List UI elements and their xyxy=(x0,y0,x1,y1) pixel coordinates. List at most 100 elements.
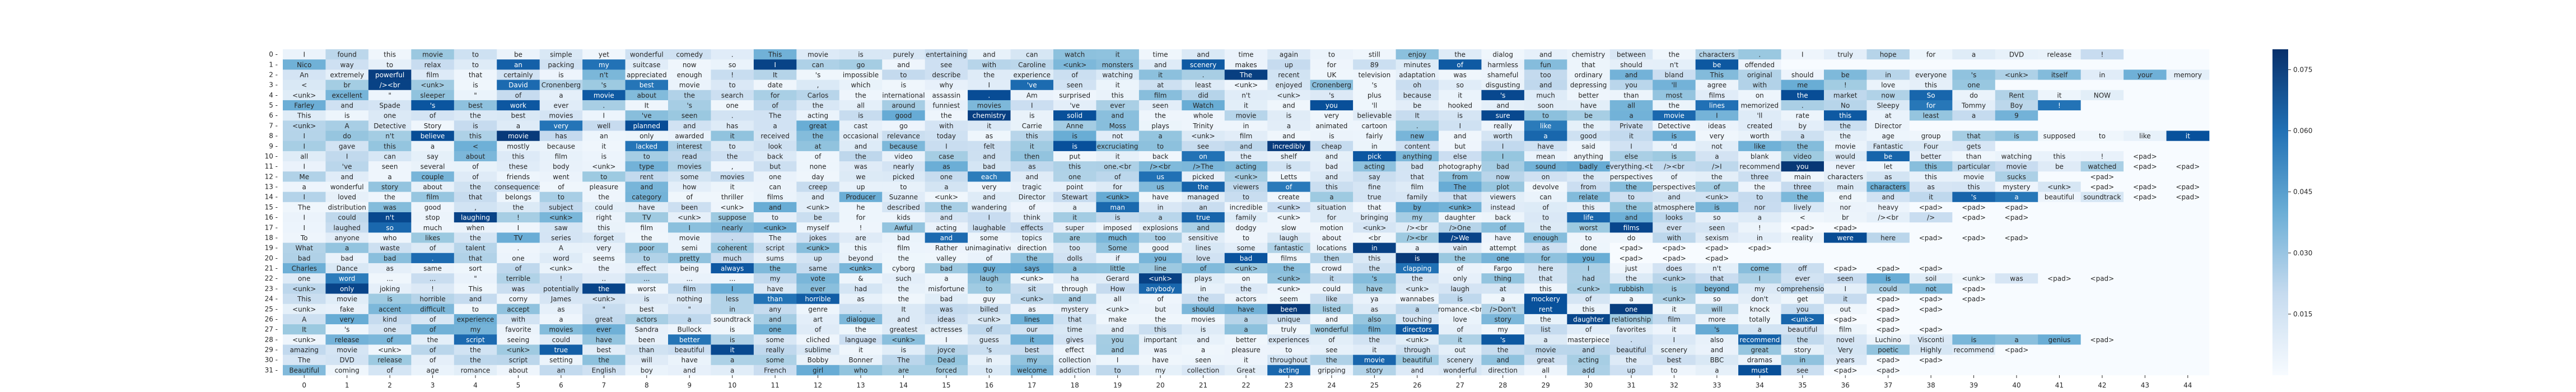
heatmap-cell xyxy=(1010,181,1054,192)
cell-token-label: n't xyxy=(1670,61,1679,69)
cell-token-label: gives xyxy=(1066,336,1084,344)
cell-token-label: and xyxy=(1111,112,1124,120)
heatmap-cell xyxy=(2124,334,2167,345)
heatmap-cell xyxy=(1182,110,1225,121)
cell-token-label: sure xyxy=(1496,112,1510,120)
heatmap-cell xyxy=(1653,69,1696,80)
heatmap-cell xyxy=(1909,222,1953,233)
cell-token-label: is xyxy=(1886,275,1891,283)
heatmap-cell xyxy=(925,49,968,60)
cell-token-label: about xyxy=(1322,234,1342,242)
colorbar-gradient xyxy=(2272,49,2288,375)
cell-token-label: laughed xyxy=(333,224,361,232)
cell-token-label: main xyxy=(1837,183,1854,191)
heatmap-cell xyxy=(1952,151,1996,162)
cell-token-label: Caroline xyxy=(1018,61,1046,69)
cell-token-label: a xyxy=(2014,193,2018,201)
cell-token-label: packing xyxy=(548,61,574,69)
heatmap-cell xyxy=(1909,242,1953,254)
cell-token-label: from xyxy=(1452,173,1468,181)
cell-token-label: that xyxy=(1368,203,1382,211)
heatmap-cell xyxy=(1224,151,1268,162)
cell-token-label: is xyxy=(1286,112,1292,120)
cell-token-label: romance.<br xyxy=(1438,305,1482,313)
cell-token-label: be xyxy=(1584,112,1593,120)
heatmap-cell xyxy=(1053,49,1096,60)
cell-token-label: our xyxy=(1026,326,1038,334)
cell-token-label: have xyxy=(1238,305,1254,313)
heatmap-cell xyxy=(1138,130,1182,141)
cell-token-label: blank xyxy=(1751,152,1769,160)
heatmap-cell xyxy=(925,100,968,111)
heatmap-cell xyxy=(1567,49,1611,60)
heatmap-cell xyxy=(2166,171,2210,182)
cell-token-label: I xyxy=(945,142,948,150)
cell-token-label: much xyxy=(723,254,742,262)
heatmap-cell xyxy=(711,171,754,182)
cell-token-label: this xyxy=(512,152,524,160)
cell-token-label: it xyxy=(1030,142,1034,150)
heatmap-cell xyxy=(1653,151,1696,162)
cell-token-label: talent xyxy=(465,244,485,252)
cell-token-label: potentially xyxy=(543,285,579,293)
cell-token-label: <pad> xyxy=(1876,265,1900,273)
cell-token-label: it xyxy=(858,346,863,354)
heatmap-cell xyxy=(325,151,369,162)
cell-token-label: enough xyxy=(677,71,702,79)
heatmap-cell xyxy=(582,80,626,91)
cell-token-label: so xyxy=(1456,81,1464,89)
heatmap-cell xyxy=(882,161,925,172)
x-tick-label: 35 xyxy=(1798,381,1807,389)
heatmap-cell xyxy=(882,130,925,141)
cell-token-label: nor xyxy=(1754,203,1765,211)
heatmap-cell xyxy=(1096,59,1140,70)
heatmap-cell xyxy=(1524,151,1567,162)
cell-token-label: cast xyxy=(854,122,868,130)
cell-token-label: . xyxy=(731,51,734,59)
x-tick-label: 33 xyxy=(1712,381,1721,389)
cell-token-label: a xyxy=(1244,315,1248,323)
heatmap-cell xyxy=(2166,212,2210,223)
cell-token-label: nearly xyxy=(722,224,743,232)
cell-token-label: all xyxy=(1114,295,1122,303)
cell-token-label: movie xyxy=(679,81,700,89)
heatmap-cell xyxy=(539,69,583,80)
cell-token-label: a xyxy=(559,91,563,99)
heatmap-cell xyxy=(968,100,1011,111)
cell-token-label: <unk> xyxy=(1705,193,1729,201)
cell-token-label: and xyxy=(1668,193,1681,201)
heatmap-cell xyxy=(1609,192,1653,203)
cell-token-label: to xyxy=(472,305,479,313)
cell-token-label: movies xyxy=(977,102,1001,110)
cell-token-label: <unk> xyxy=(1448,203,1472,211)
cell-token-label: could xyxy=(1323,285,1341,293)
cell-token-label: shelf xyxy=(1281,152,1298,160)
cell-token-label: like xyxy=(1540,122,1552,130)
cell-token-label: back xyxy=(1495,214,1511,222)
heatmap-cell xyxy=(1353,90,1396,101)
heatmap-cell xyxy=(2166,242,2210,254)
cell-token-label: 's xyxy=(601,81,607,89)
heatmap-cell xyxy=(283,49,326,60)
cell-token-label: />Don't xyxy=(1490,305,1516,313)
heatmap-cell xyxy=(368,110,412,121)
cell-token-label: good xyxy=(1152,244,1169,252)
cell-token-label: I xyxy=(1502,142,1504,150)
heatmap-cell xyxy=(1824,49,1867,60)
x-tick-label: 28 xyxy=(1499,381,1507,389)
cell-token-label: is xyxy=(1286,163,1292,171)
cell-token-label: scenery xyxy=(1447,356,1473,364)
x-tick-label: 23 xyxy=(1285,381,1293,389)
heatmap-cell xyxy=(1609,151,1653,162)
heatmap-cell xyxy=(1439,171,1482,182)
heatmap-cell xyxy=(1524,120,1567,131)
heatmap-cell xyxy=(711,192,754,203)
cell-token-label: Cronenberg xyxy=(542,81,581,89)
heatmap-cell xyxy=(1053,171,1096,182)
cell-token-label: horrible xyxy=(419,295,445,303)
cell-token-label: It xyxy=(773,71,778,79)
cell-token-label: cliched xyxy=(806,336,829,344)
heatmap-cell xyxy=(1909,151,1953,162)
heatmap-cell xyxy=(2166,283,2210,294)
heatmap-cell xyxy=(2166,130,2210,141)
